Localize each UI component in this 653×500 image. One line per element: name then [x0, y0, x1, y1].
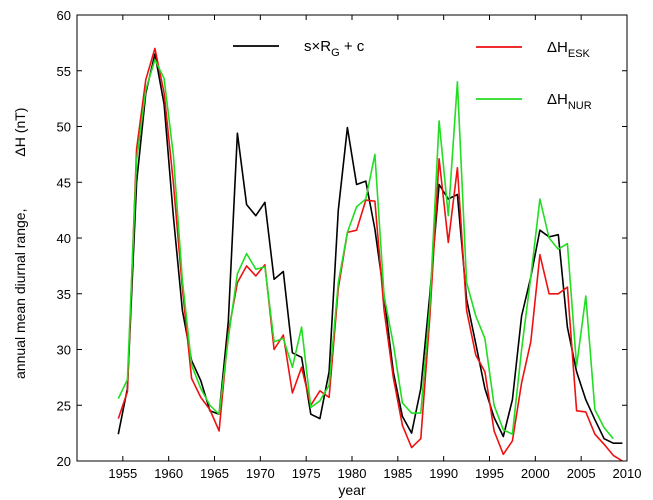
- x-tick-label: 1990: [429, 466, 458, 481]
- x-tick-label: 1980: [338, 466, 367, 481]
- y-tick-label: 35: [57, 287, 71, 302]
- legend: s×RG + c ΔHESK ΔHNUR: [233, 38, 592, 112]
- y-tick-label: 25: [57, 398, 71, 413]
- series-line-esk: [117, 47, 623, 461]
- x-tick-label: 2005: [567, 466, 596, 481]
- legend-label-nur: ΔHNUR: [547, 91, 592, 112]
- y-tick-label: 60: [57, 8, 71, 23]
- series-layer: [117, 47, 623, 461]
- y-tick-label: 30: [57, 343, 71, 358]
- series-line-model: [117, 53, 623, 445]
- y-axis-title-main: ΔH (nT): [12, 108, 28, 157]
- y-axis-title: annual mean diurnal range, ΔH (nT): [12, 108, 28, 379]
- x-tick-label: 1955: [108, 466, 137, 481]
- legend-item-esk: ΔHESK: [476, 39, 591, 60]
- x-tick-label: 1975: [292, 466, 321, 481]
- y-tick-label: 40: [57, 231, 71, 246]
- x-tick-label: 1995: [475, 466, 504, 481]
- x-tick-label: 1965: [200, 466, 229, 481]
- x-tick-label: 2000: [521, 466, 550, 481]
- tick-layer: 1955 1960 1965 1970 1975 1980 1985 1990 1995 2000…: [57, 8, 642, 481]
- y-tick-label: 50: [57, 120, 71, 135]
- x-tick-label: 1985: [383, 466, 412, 481]
- y-tick-label: 45: [57, 175, 71, 190]
- legend-item-nur: ΔHNUR: [476, 91, 592, 112]
- x-axis-title: year: [338, 482, 366, 498]
- series-line-nur: [117, 58, 614, 440]
- y-axis-title-prefix: annual mean diurnal range,: [12, 209, 28, 379]
- legend-label-model: s×RG + c: [304, 38, 365, 59]
- legend-item-model: s×RG + c: [233, 38, 365, 59]
- y-tick-label: 55: [57, 64, 71, 79]
- x-tick-label: 2010: [613, 466, 642, 481]
- x-tick-label: 1970: [246, 466, 275, 481]
- y-tick-label: 20: [57, 454, 71, 469]
- legend-label-esk: ΔHESK: [547, 39, 591, 60]
- x-tick-label: 1960: [154, 466, 183, 481]
